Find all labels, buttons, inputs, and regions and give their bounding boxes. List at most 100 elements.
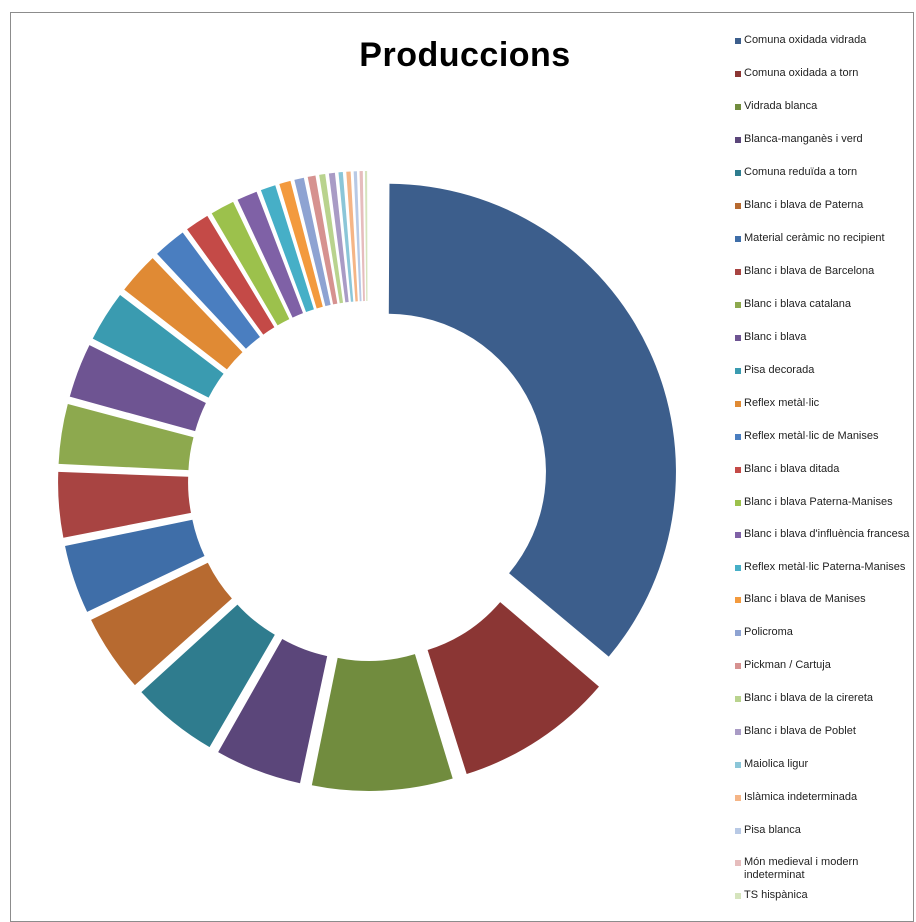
legend-swatch-1 <box>735 38 741 44</box>
legend-item-7: Material ceràmic no recipient <box>735 232 913 245</box>
legend-item-6: Blanc i blava de Paterna <box>735 199 913 212</box>
legend-item-11: Pisa decorada <box>735 364 913 377</box>
donut-slice-21 <box>319 173 344 304</box>
legend-swatch-16 <box>735 532 741 538</box>
legend-item-3: Vidrada blanca <box>735 100 913 113</box>
legend-item-16: Blanc i blava d'influència francesa <box>735 528 913 541</box>
legend-label-5: Comuna reduïda a torn <box>744 166 858 178</box>
legend-item-18: Blanc i blava de Manises <box>735 593 913 606</box>
donut-slice-12 <box>124 258 243 370</box>
legend-swatch-19 <box>735 630 741 636</box>
legend-item-25: Pisa blanca <box>735 824 913 837</box>
legend-swatch-25 <box>735 828 741 834</box>
legend-item-20: Pickman / Cartuja <box>735 659 913 672</box>
donut-slice-1 <box>388 183 676 657</box>
legend-label-3: Vidrada blanca <box>744 100 818 112</box>
donut-slice-13 <box>157 232 260 349</box>
legend-label-12: Reflex metàl·lic <box>744 397 820 409</box>
legend-item-17: Reflex metàl·lic Paterna-Manises <box>735 561 913 574</box>
legend-swatch-23 <box>735 762 741 768</box>
donut-slice-6 <box>91 562 232 686</box>
legend-swatch-13 <box>735 434 741 440</box>
legend-label-6: Blanc i blava de Paterna <box>744 199 864 211</box>
donut-slice-7 <box>65 519 205 612</box>
donut-slice-20 <box>307 175 338 305</box>
donut-slice-27 <box>364 171 368 302</box>
legend-item-27: TS hispànica <box>735 889 913 902</box>
legend-item-15: Blanc i blava Paterna-Manises <box>735 496 913 509</box>
donut-slice-24 <box>346 171 358 302</box>
legend-label-25: Pisa blanca <box>744 824 801 836</box>
legend-item-10: Blanc i blava <box>735 331 913 344</box>
legend-swatch-26 <box>735 860 741 866</box>
legend-item-21: Blanc i blava de la cirereta <box>735 692 913 705</box>
legend-swatch-24 <box>735 795 741 801</box>
legend-label-13: Reflex metàl·lic de Manises <box>744 430 879 442</box>
legend-swatch-17 <box>735 565 741 571</box>
legend-label-20: Pickman / Cartuja <box>744 659 831 671</box>
legend-swatch-8 <box>735 269 741 275</box>
donut-slice-15 <box>211 201 290 326</box>
legend-label-18: Blanc i blava de Manises <box>744 593 866 605</box>
legend-item-4: Blanca-manganès i verd <box>735 133 913 146</box>
legend-item-23: Maiolica ligur <box>735 758 913 771</box>
legend-swatch-2 <box>735 71 741 77</box>
legend-label-11: Pisa decorada <box>744 364 815 376</box>
donut-slice-23 <box>338 172 354 302</box>
legend-swatch-5 <box>735 170 741 176</box>
legend-label-2: Comuna oxidada a torn <box>744 67 859 79</box>
legend-label-23: Maiolica ligur <box>744 758 809 770</box>
donut-slice-11 <box>92 295 224 398</box>
legend-label-21: Blanc i blava de la cirereta <box>744 692 874 704</box>
legend-item-22: Blanc i blava de Poblet <box>735 725 913 738</box>
donut-slice-18 <box>279 180 323 309</box>
legend-swatch-9 <box>735 302 741 308</box>
legend-item-5: Comuna reduïda a torn <box>735 166 913 179</box>
legend-swatch-18 <box>735 597 741 603</box>
donut-slice-5 <box>141 604 275 748</box>
legend-label-9: Blanc i blava catalana <box>744 298 852 310</box>
legend-item-24: Islàmica indeterminada <box>735 791 913 804</box>
legend-label-4: Blanca-manganès i verd <box>744 133 863 145</box>
donut-slice-4 <box>218 639 328 784</box>
legend-label-19: Policroma <box>744 626 793 638</box>
legend-swatch-10 <box>735 335 741 341</box>
legend-swatch-22 <box>735 729 741 735</box>
legend-item-13: Reflex metàl·lic de Manises <box>735 430 913 443</box>
legend-swatch-12 <box>735 401 741 407</box>
legend-item-2: Comuna oxidada a torn <box>735 67 913 80</box>
legend-swatch-14 <box>735 467 741 473</box>
legend-item-26: Món medieval i modern indeterminat <box>735 856 913 882</box>
legend-label-16: Blanc i blava d'influència francesa <box>744 528 910 540</box>
donut-slice-19 <box>294 177 331 307</box>
donut-slice-3 <box>311 654 453 791</box>
legend-item-8: Blanc i blava de Barcelona <box>735 265 913 278</box>
legend-label-14: Blanc i blava ditada <box>744 463 840 475</box>
legend-item-14: Blanc i blava ditada <box>735 463 913 476</box>
donut-slice-25 <box>353 171 362 302</box>
donut-slice-17 <box>260 185 314 313</box>
legend-label-1: Comuna oxidada vidrada <box>744 34 867 46</box>
legend-label-7: Material ceràmic no recipient <box>744 232 885 244</box>
donut-slice-16 <box>237 191 303 318</box>
legend-swatch-21 <box>735 696 741 702</box>
legend-label-10: Blanc i blava <box>744 331 807 343</box>
legend-swatch-20 <box>735 663 741 669</box>
legend-label-22: Blanc i blava de Poblet <box>744 725 856 737</box>
legend-swatch-15 <box>735 500 741 506</box>
legend-item-12: Reflex metàl·lic <box>735 397 913 410</box>
donut-slices <box>58 171 676 791</box>
legend-swatch-27 <box>735 893 741 899</box>
chart-title: Produccions <box>359 36 571 74</box>
legend-swatch-7 <box>735 236 741 242</box>
legend-item-1: Comuna oxidada vidrada <box>735 34 913 47</box>
donut-slice-22 <box>328 172 349 303</box>
legend-label-24: Islàmica indeterminada <box>744 791 858 803</box>
legend-label-8: Blanc i blava de Barcelona <box>744 265 875 277</box>
legend-label-17: Reflex metàl·lic Paterna-Manises <box>744 561 906 573</box>
donut-slice-9 <box>58 404 194 471</box>
legend-label-26: Món medieval i modern indeterminat <box>744 856 859 881</box>
legend-swatch-4 <box>735 137 741 143</box>
donut-slice-10 <box>69 345 206 432</box>
